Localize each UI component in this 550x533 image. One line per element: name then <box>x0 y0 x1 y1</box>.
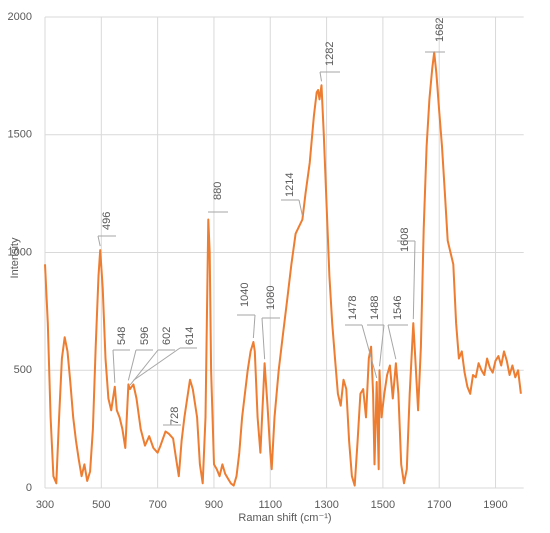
y-axis-title: Intensity <box>9 237 21 278</box>
x-tick-label: 1700 <box>427 499 451 511</box>
leader-line <box>298 199 303 216</box>
x-tick-label: 300 <box>36 499 54 511</box>
peak-label: 1040 <box>239 283 251 307</box>
x-tick-label: 1300 <box>314 499 338 511</box>
peak-label: 1478 <box>347 296 359 320</box>
y-tick-label: 500 <box>14 364 32 376</box>
leader-line <box>361 324 378 379</box>
peak-label: 602 <box>161 327 173 345</box>
y-tick-label: 2000 <box>8 11 32 23</box>
x-axis-title: Raman shift (cm⁻¹) <box>238 512 331 524</box>
peak-label: 880 <box>212 182 224 200</box>
peak-label: 548 <box>116 327 128 345</box>
peak-label: 496 <box>101 212 113 230</box>
peak-label: 1546 <box>392 296 404 320</box>
peak-label: 596 <box>139 327 151 345</box>
peak-label: 614 <box>184 327 196 345</box>
peak-label: 1608 <box>399 228 411 252</box>
x-tick-label: 1500 <box>371 499 395 511</box>
x-tick-label: 900 <box>205 499 223 511</box>
peak-label: 1282 <box>324 42 336 66</box>
y-tick-label: 1500 <box>8 129 32 141</box>
leader-line <box>112 349 116 383</box>
spectrum-line <box>44 51 522 487</box>
peak-label: 728 <box>169 407 181 425</box>
x-tick-label: 500 <box>92 499 110 511</box>
peak-label: 1682 <box>434 18 446 42</box>
peak-label: 1488 <box>369 296 381 320</box>
x-tick-label: 700 <box>148 499 166 511</box>
x-tick-label: 1100 <box>258 499 282 511</box>
leader-line <box>97 235 101 247</box>
leader-line <box>133 347 181 381</box>
leader-line <box>261 317 266 360</box>
x-tick-label: 1900 <box>483 499 507 511</box>
leader-line <box>387 324 397 360</box>
peak-label: 1080 <box>265 286 277 310</box>
leader-line <box>252 314 256 339</box>
leader-line <box>319 71 323 82</box>
leader-line <box>379 324 385 367</box>
leader-line <box>412 240 416 320</box>
leader-line <box>127 349 137 381</box>
peak-label: 1214 <box>284 173 296 197</box>
y-tick-label: 1000 <box>8 246 32 258</box>
y-tick-label: 0 <box>26 482 32 494</box>
